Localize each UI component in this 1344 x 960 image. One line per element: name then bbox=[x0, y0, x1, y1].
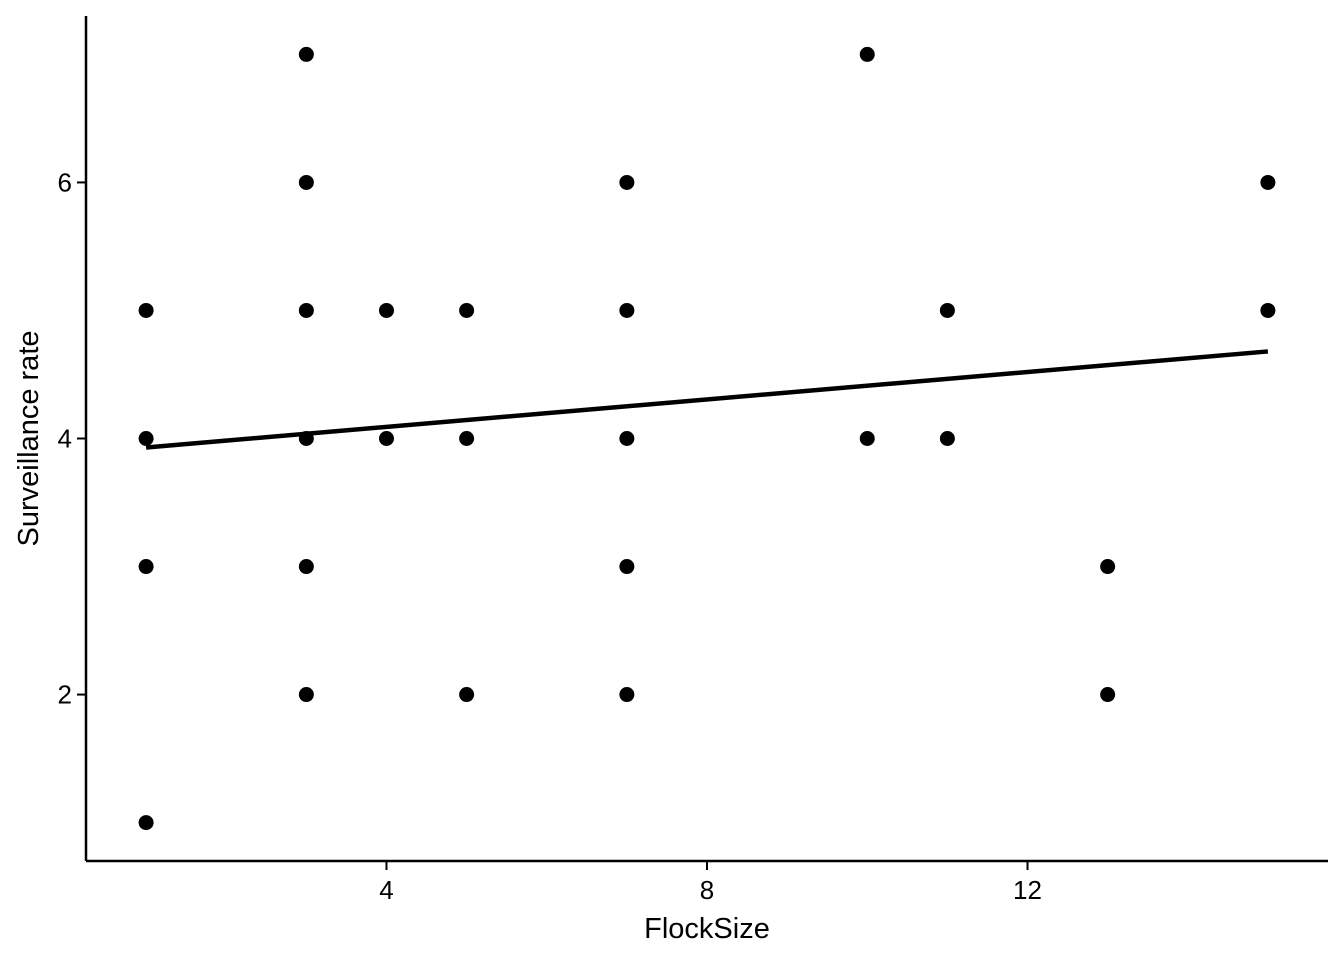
points-layer bbox=[138, 46, 1276, 831]
x-tick-label: 4 bbox=[379, 875, 393, 905]
data-point bbox=[1100, 559, 1116, 575]
data-point bbox=[619, 174, 635, 190]
data-point bbox=[619, 687, 635, 703]
y-tick-label: 6 bbox=[58, 167, 72, 197]
data-point bbox=[1100, 687, 1116, 703]
data-point bbox=[138, 302, 154, 318]
trend-line bbox=[145, 349, 1269, 450]
y-tick-label: 4 bbox=[58, 424, 72, 454]
data-point bbox=[459, 431, 475, 446]
data-point bbox=[138, 815, 154, 831]
y-tick-label: 2 bbox=[58, 680, 72, 710]
y-axis-title: Surveillance rate bbox=[13, 331, 45, 547]
data-point bbox=[859, 431, 875, 446]
data-point bbox=[378, 302, 394, 318]
data-point bbox=[1260, 302, 1276, 318]
data-point bbox=[459, 302, 475, 318]
data-point bbox=[298, 687, 314, 703]
fit-layer bbox=[145, 349, 1269, 450]
ticks-layer: 4 8 12 2 4 6 bbox=[58, 167, 1042, 905]
data-point bbox=[138, 431, 154, 446]
data-point bbox=[378, 431, 394, 446]
x-tick-label: 8 bbox=[700, 875, 714, 905]
data-point bbox=[859, 46, 875, 62]
data-point bbox=[459, 687, 475, 703]
data-point bbox=[138, 559, 154, 575]
data-point bbox=[298, 559, 314, 575]
x-tick-label: 12 bbox=[1013, 875, 1042, 905]
data-point bbox=[298, 46, 314, 62]
data-point bbox=[619, 431, 635, 446]
x-axis-title: FlockSize bbox=[644, 913, 770, 945]
data-point bbox=[939, 302, 955, 318]
data-point bbox=[619, 302, 635, 318]
data-point bbox=[619, 559, 635, 575]
data-point bbox=[939, 431, 955, 446]
data-point bbox=[1260, 174, 1276, 190]
data-point bbox=[298, 302, 314, 318]
data-point bbox=[298, 174, 314, 190]
